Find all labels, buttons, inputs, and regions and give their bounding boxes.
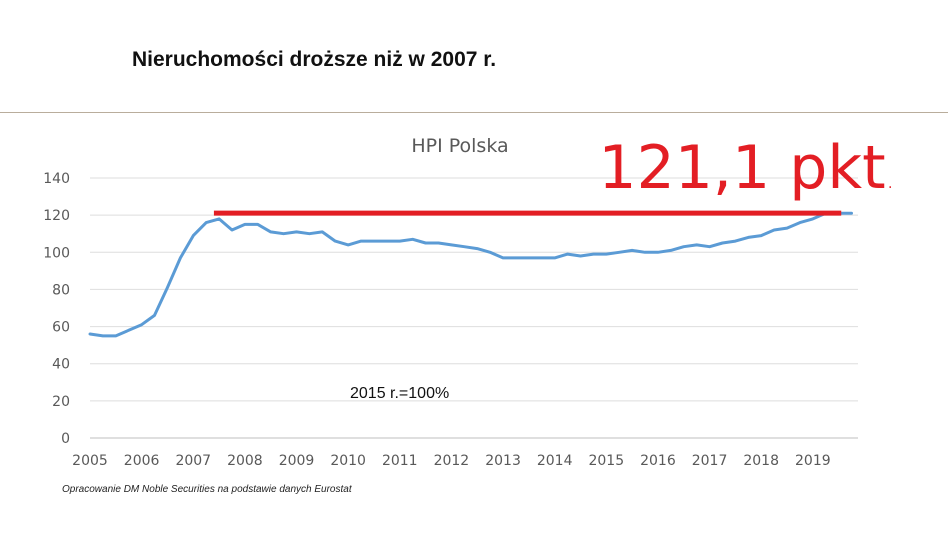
series-layer xyxy=(88,211,853,338)
x-tick-label: 2008 xyxy=(227,453,263,469)
source-note: Opracowanie DM Noble Securities na podst… xyxy=(62,484,352,495)
x-tick-label: 2018 xyxy=(743,453,779,469)
x-tick-label: 2011 xyxy=(382,453,418,469)
y-axis-ticks: 0 20 40 60 80 100 120 140 xyxy=(43,171,70,447)
x-tick-label: 2013 xyxy=(485,453,521,469)
x-tick-label: 2005 xyxy=(72,453,108,469)
y-tick-label: 140 xyxy=(43,171,70,187)
x-tick-label: 2014 xyxy=(537,453,573,469)
x-tick-label: 2012 xyxy=(434,453,470,469)
chart-title: HPI Polska xyxy=(411,135,508,157)
x-tick-label: 2016 xyxy=(640,453,676,469)
y-tick-label: 20 xyxy=(52,394,70,410)
series-line xyxy=(88,211,853,338)
y-tick-label: 80 xyxy=(52,282,70,298)
base-year-note: 2015 r.=100% xyxy=(350,385,449,402)
x-axis-ticks: 2005 2006 2007 2008 2009 2010 2011 2012 2013 2014… xyxy=(72,453,830,469)
gridlines xyxy=(90,177,858,439)
y-tick-label: 0 xyxy=(61,431,70,447)
highlight-value-dot: . xyxy=(888,176,892,192)
x-tick-label: 2009 xyxy=(279,453,315,469)
y-tick-label: 120 xyxy=(43,208,70,224)
x-tick-label: 2007 xyxy=(175,453,211,469)
x-tick-label: 2019 xyxy=(795,453,831,469)
x-tick-label: 2006 xyxy=(124,453,160,469)
y-tick-label: 60 xyxy=(52,320,70,336)
highlight-value-label: 121,1 pkt xyxy=(598,133,885,203)
y-tick-label: 40 xyxy=(52,357,70,373)
x-tick-label: 2010 xyxy=(330,453,366,469)
slide-title: Nieruchomości droższe niż w 2007 r. xyxy=(132,48,497,71)
y-tick-label: 100 xyxy=(43,245,70,261)
x-tick-label: 2017 xyxy=(692,453,728,469)
title-divider xyxy=(0,112,948,113)
x-tick-label: 2015 xyxy=(588,453,624,469)
